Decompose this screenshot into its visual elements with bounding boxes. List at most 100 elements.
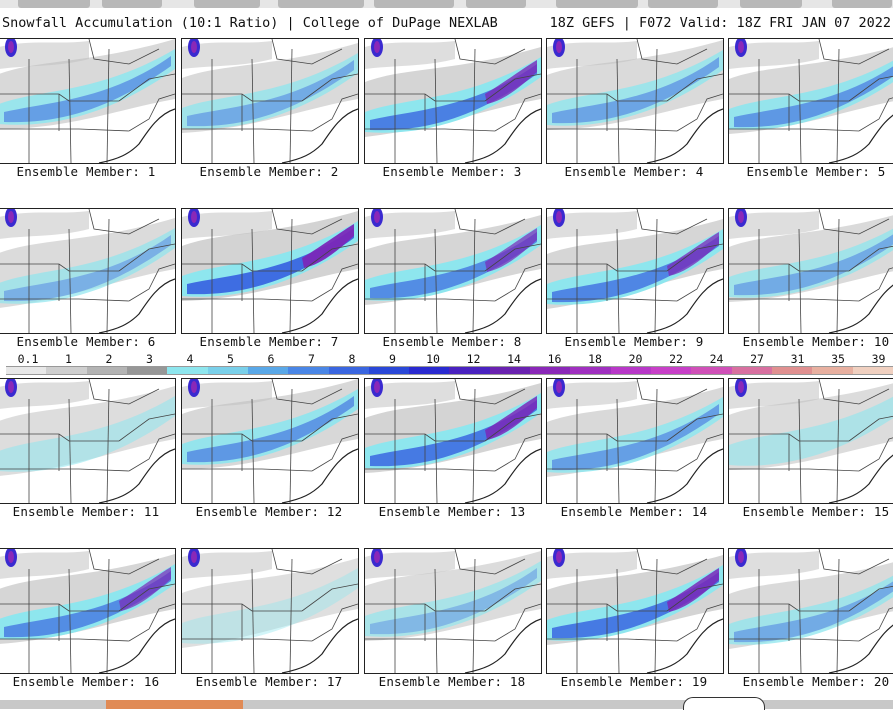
run-info: 18Z GEFS | F072 Valid: 18Z FRI JAN 07 20… (549, 15, 891, 31)
ensemble-member-label: Ensemble Member: 7 (199, 334, 339, 349)
scale-label: 0.1 (17, 352, 39, 366)
scale-label: 8 (348, 352, 356, 366)
ensemble-member-map (546, 208, 724, 334)
ensemble-member-label: Ensemble Member: 15 (742, 504, 890, 519)
scale-label: 1 (65, 352, 72, 366)
scale-label: 20 (628, 352, 643, 366)
scale-swatch (46, 367, 87, 374)
ensemble-member-map (0, 378, 176, 504)
ensemble-member-label: Ensemble Member: 18 (378, 674, 526, 689)
ensemble-member-label: Ensemble Member: 2 (199, 164, 339, 179)
scale-swatch (126, 367, 168, 374)
ensemble-member-map (728, 378, 893, 504)
ensemble-member-label: Ensemble Member: 9 (564, 334, 704, 349)
ensemble-member-label: Ensemble Member: 17 (195, 674, 343, 689)
scale-label: 5 (227, 352, 234, 366)
scale-label: 16 (547, 352, 562, 366)
scale-label: 14 (507, 352, 521, 366)
scale-label: 12 (466, 352, 481, 366)
scale-swatch (570, 367, 611, 374)
selected-tab[interactable] (106, 700, 243, 709)
scale-swatch (368, 367, 410, 374)
ensemble-member-map (181, 378, 359, 504)
ensemble-member-label: Ensemble Member: 14 (560, 504, 708, 519)
scale-swatch (167, 367, 208, 374)
ensemble-member-label: Ensemble Member: 11 (12, 504, 160, 519)
scale-label: 31 (790, 352, 805, 366)
nav-tab[interactable] (102, 0, 162, 8)
ensemble-member-label: Ensemble Member: 6 (16, 334, 156, 349)
scale-label: 35 (831, 352, 845, 366)
scale-label: 10 (426, 352, 440, 366)
ensemble-member-label: Ensemble Member: 16 (12, 674, 160, 689)
ensemble-member-label: Ensemble Member: 10 (742, 334, 890, 349)
ensemble-member-label: Ensemble Member: 12 (195, 504, 343, 519)
color-scale-bar (6, 366, 893, 375)
scale-swatch (328, 367, 369, 374)
scale-label: 39 (871, 352, 886, 366)
nav-tab[interactable] (194, 0, 260, 8)
map-title: Snowfall Accumulation (10:1 Ratio) | Col… (2, 15, 498, 31)
ensemble-member-map (364, 378, 542, 504)
nav-tab[interactable] (466, 0, 526, 8)
scale-label: 7 (308, 352, 315, 366)
scale-label: 6 (267, 352, 275, 366)
ensemble-member-map (728, 548, 893, 674)
map-header: Snowfall Accumulation (10:1 Ratio) | Col… (0, 10, 893, 36)
ensemble-member-label: Ensemble Member: 13 (378, 504, 526, 519)
toolbar-button[interactable] (683, 697, 765, 710)
scale-swatch (651, 367, 692, 374)
ensemble-member-label: Ensemble Member: 8 (382, 334, 522, 349)
scale-label: 9 (389, 352, 396, 366)
scale-swatch (771, 367, 813, 374)
top-nav-strip (0, 0, 893, 8)
scale-label: 22 (669, 352, 683, 366)
scale-label: 27 (750, 352, 764, 366)
scale-swatch (610, 367, 651, 374)
scale-swatch (6, 367, 47, 374)
nav-tab[interactable] (556, 0, 638, 8)
scale-swatch (691, 367, 732, 374)
ensemble-member-label: Ensemble Member: 5 (746, 164, 886, 179)
ensemble-member-map (181, 208, 359, 334)
scale-label: 4 (186, 352, 194, 366)
ensemble-member-map (546, 38, 724, 164)
scale-swatch (288, 367, 329, 374)
scale-swatch (731, 367, 772, 374)
scale-swatch (449, 367, 490, 374)
ensemble-member-map (728, 38, 893, 164)
nav-tab[interactable] (832, 0, 892, 8)
ensemble-member-label: Ensemble Member: 20 (742, 674, 890, 689)
scale-swatch (207, 367, 248, 374)
ensemble-member-label: Ensemble Member: 4 (564, 164, 704, 179)
nav-tab[interactable] (278, 0, 364, 8)
scale-label: 3 (146, 352, 153, 366)
ensemble-member-map (181, 548, 359, 674)
nav-tab[interactable] (648, 0, 718, 8)
scale-swatch (489, 367, 531, 374)
ensemble-member-map (728, 208, 893, 334)
nav-tab[interactable] (374, 0, 454, 8)
scale-label: 2 (105, 352, 113, 366)
nav-tab[interactable] (740, 0, 802, 8)
scale-swatch (852, 367, 893, 374)
ensemble-member-map (546, 378, 724, 504)
ensemble-member-label: Ensemble Member: 1 (16, 164, 156, 179)
ensemble-member-map (0, 208, 176, 334)
ensemble-member-map (364, 38, 542, 164)
nav-tab[interactable] (18, 0, 90, 8)
scale-label: 24 (709, 352, 724, 366)
scale-swatch (812, 367, 853, 374)
ensemble-member-label: Ensemble Member: 3 (382, 164, 522, 179)
ensemble-member-map (0, 38, 176, 164)
bottom-toolbar (0, 697, 893, 710)
ensemble-member-map (0, 548, 176, 674)
ensemble-member-map (364, 548, 542, 674)
scale-swatch (86, 367, 127, 374)
scale-swatch (409, 367, 450, 374)
ensemble-member-map (546, 548, 724, 674)
scale-swatch (530, 367, 571, 374)
ensemble-member-map (181, 38, 359, 164)
scale-swatch (247, 367, 289, 374)
scale-label: 18 (588, 352, 602, 366)
